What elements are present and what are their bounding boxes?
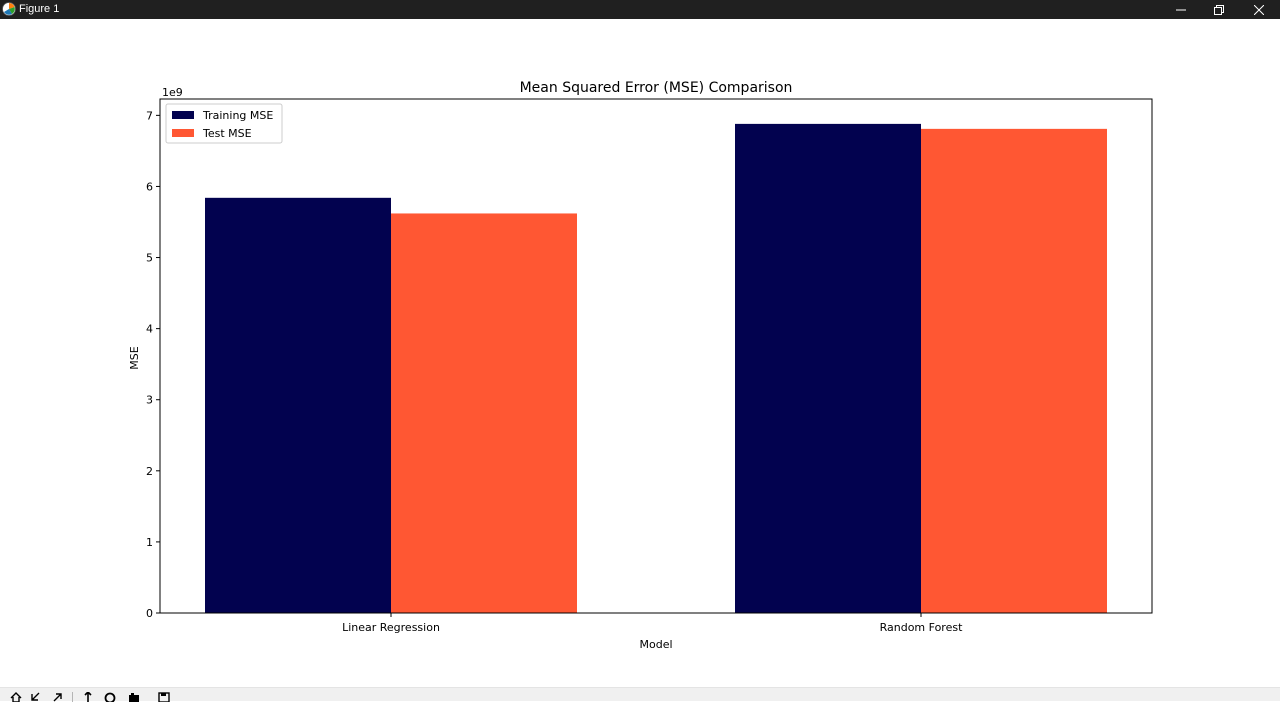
back-button[interactable] bbox=[30, 692, 42, 702]
configure-subplots-icon bbox=[128, 692, 140, 702]
legend-label-test: Test MSE bbox=[202, 127, 252, 140]
back-icon bbox=[30, 692, 42, 702]
close-icon bbox=[1254, 5, 1264, 15]
y-tick-label: 6 bbox=[146, 180, 153, 193]
y-axis: 0 1 2 3 4 5 6 7 bbox=[146, 109, 160, 620]
restore-button[interactable] bbox=[1199, 0, 1239, 19]
legend-swatch-test bbox=[172, 129, 194, 137]
toolbar-separator bbox=[72, 692, 73, 702]
pan-icon bbox=[82, 692, 94, 702]
zoom-button[interactable] bbox=[104, 692, 116, 702]
bars-group bbox=[205, 124, 1107, 613]
configure-subplots-button[interactable] bbox=[128, 692, 140, 702]
legend: Training MSE Test MSE bbox=[166, 104, 282, 143]
legend-swatch-training bbox=[172, 111, 194, 119]
mse-bar-chart: Mean Squared Error (MSE) Comparison 0 1 2 3… bbox=[0, 19, 1280, 687]
bar-test-linear-regression bbox=[391, 213, 577, 613]
zoom-icon bbox=[104, 692, 116, 702]
y-axis-label: MSE bbox=[128, 346, 141, 369]
legend-label-training: Training MSE bbox=[202, 109, 273, 122]
bar-test-random-forest bbox=[921, 129, 1107, 613]
y-tick-label: 0 bbox=[146, 607, 153, 620]
matplotlib-toolbar bbox=[0, 687, 1280, 701]
x-tick-label: Random Forest bbox=[880, 621, 963, 634]
y-tick-label: 5 bbox=[146, 252, 153, 265]
y-tick-label: 2 bbox=[146, 465, 153, 478]
x-tick-label: Linear Regression bbox=[342, 621, 440, 634]
x-axis: Linear Regression Random Forest bbox=[342, 613, 963, 634]
home-icon bbox=[10, 692, 22, 702]
x-axis-label: Model bbox=[639, 638, 672, 651]
y-tick-label: 1 bbox=[146, 536, 153, 549]
forward-button[interactable] bbox=[52, 692, 64, 702]
forward-icon bbox=[52, 692, 64, 702]
y-tick-label: 3 bbox=[146, 394, 153, 407]
bar-training-random-forest bbox=[735, 124, 921, 613]
bar-training-linear-regression bbox=[205, 198, 391, 613]
figure-canvas: Mean Squared Error (MSE) Comparison 0 1 2 3… bbox=[0, 19, 1280, 687]
minimize-icon bbox=[1176, 5, 1186, 15]
y-tick-label: 4 bbox=[146, 323, 153, 336]
close-button[interactable] bbox=[1239, 0, 1279, 19]
save-icon bbox=[158, 692, 170, 702]
save-button[interactable] bbox=[158, 692, 170, 702]
window-titlebar: Figure 1 bbox=[0, 0, 1280, 19]
window-title: Figure 1 bbox=[19, 3, 59, 16]
y-offset-label: 1e9 bbox=[162, 86, 183, 99]
home-button[interactable] bbox=[10, 692, 22, 702]
restore-icon bbox=[1214, 5, 1224, 15]
matplotlib-logo-icon bbox=[2, 2, 16, 16]
minimize-button[interactable] bbox=[1161, 0, 1201, 19]
pan-button[interactable] bbox=[82, 692, 94, 702]
chart-title: Mean Squared Error (MSE) Comparison bbox=[520, 80, 793, 96]
y-tick-label: 7 bbox=[146, 109, 153, 122]
